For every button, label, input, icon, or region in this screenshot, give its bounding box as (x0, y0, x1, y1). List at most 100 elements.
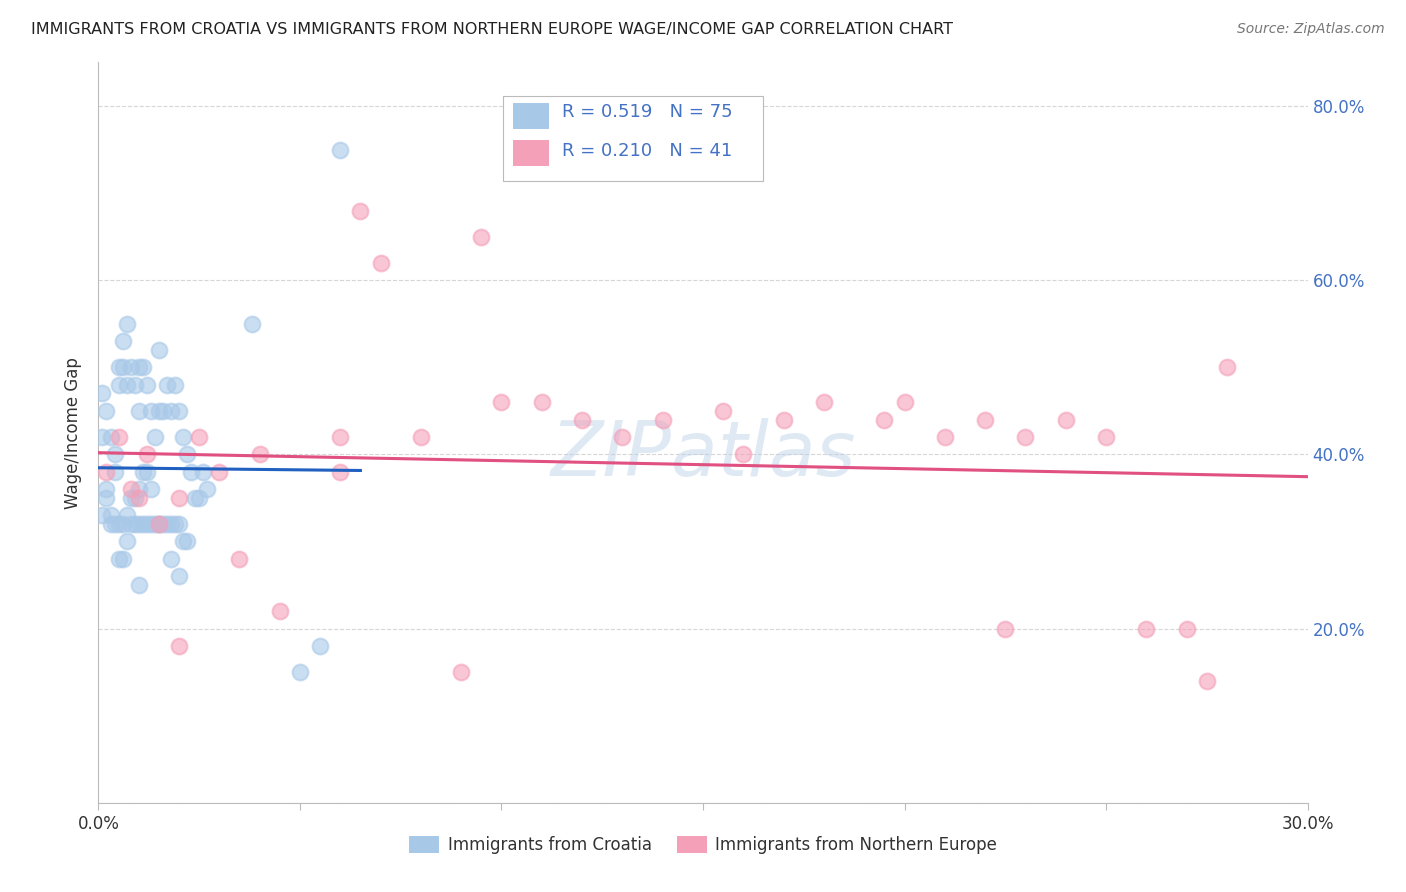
Point (329, 465, 352, 479)
Point (160, 517, 183, 532)
Point (195, 482, 218, 496)
Point (107, 517, 129, 532)
Point (143, 430, 166, 444)
Point (148, 404, 170, 418)
Point (409, 430, 432, 444)
Point (167, 404, 190, 418)
Point (176, 534, 198, 549)
Point (269, 604, 291, 618)
Point (470, 229, 492, 244)
Legend: Immigrants from Croatia, Immigrants from Northern Europe: Immigrants from Croatia, Immigrants from… (402, 830, 1004, 861)
Point (148, 517, 170, 532)
Point (651, 412, 673, 426)
Point (91, 386, 114, 401)
Point (124, 377, 146, 392)
Point (128, 491, 150, 505)
Point (974, 412, 997, 426)
Point (1135, 622, 1157, 636)
Point (329, 143, 352, 157)
Point (111, 334, 134, 348)
Point (120, 491, 142, 505)
Point (160, 552, 183, 566)
Point (176, 447, 198, 461)
Point (1054, 412, 1077, 426)
Text: R = 0.210   N = 41: R = 0.210 N = 41 (561, 143, 731, 161)
Point (128, 404, 150, 418)
Point (571, 412, 593, 426)
Point (813, 395, 835, 409)
Point (1175, 622, 1198, 636)
Point (139, 482, 162, 496)
Point (124, 491, 146, 505)
Point (163, 377, 186, 392)
Point (167, 517, 190, 532)
Point (733, 447, 755, 461)
Point (139, 517, 162, 532)
Point (228, 552, 250, 566)
Point (370, 256, 392, 270)
Point (349, 203, 371, 218)
Point (132, 517, 155, 532)
Point (1195, 673, 1218, 688)
Point (329, 430, 352, 444)
Point (135, 465, 157, 479)
Point (450, 665, 472, 680)
Point (139, 404, 162, 418)
Text: R = 0.519   N = 75: R = 0.519 N = 75 (561, 103, 733, 121)
Point (612, 430, 634, 444)
Point (1014, 430, 1036, 444)
Text: ZIPatlas: ZIPatlas (550, 417, 856, 491)
Point (111, 360, 134, 375)
FancyBboxPatch shape (503, 95, 763, 181)
Point (103, 465, 125, 479)
Bar (513, 103, 550, 129)
Point (148, 517, 170, 532)
Point (148, 517, 170, 532)
Point (135, 517, 157, 532)
Point (160, 404, 183, 418)
Point (96, 482, 118, 496)
Point (128, 482, 150, 496)
Point (530, 395, 553, 409)
Point (167, 639, 190, 653)
Point (96, 491, 118, 505)
Point (188, 491, 211, 505)
Point (148, 343, 170, 357)
Point (96, 404, 118, 418)
Point (103, 517, 125, 532)
Point (103, 447, 125, 461)
Point (96, 465, 118, 479)
Point (156, 377, 179, 392)
Point (91, 508, 114, 523)
Point (120, 360, 142, 375)
Point (491, 395, 513, 409)
Point (100, 430, 122, 444)
Point (128, 578, 150, 592)
Point (188, 430, 211, 444)
Point (128, 360, 150, 375)
Point (994, 622, 1017, 636)
Point (167, 569, 190, 583)
Point (111, 552, 134, 566)
Point (115, 508, 138, 523)
Point (115, 377, 138, 392)
Y-axis label: Wage/Income Gap: Wage/Income Gap (65, 357, 83, 508)
Point (135, 377, 157, 392)
Point (107, 377, 129, 392)
Point (143, 517, 166, 532)
Point (107, 552, 129, 566)
Point (711, 404, 734, 418)
Point (309, 639, 332, 653)
Point (288, 665, 311, 680)
Point (107, 360, 129, 375)
Point (132, 465, 155, 479)
Point (156, 517, 179, 532)
Point (152, 404, 174, 418)
Point (91, 430, 114, 444)
Point (115, 317, 138, 331)
Point (152, 517, 174, 532)
Point (167, 491, 190, 505)
Point (208, 465, 231, 479)
Point (163, 517, 186, 532)
Point (193, 465, 215, 479)
